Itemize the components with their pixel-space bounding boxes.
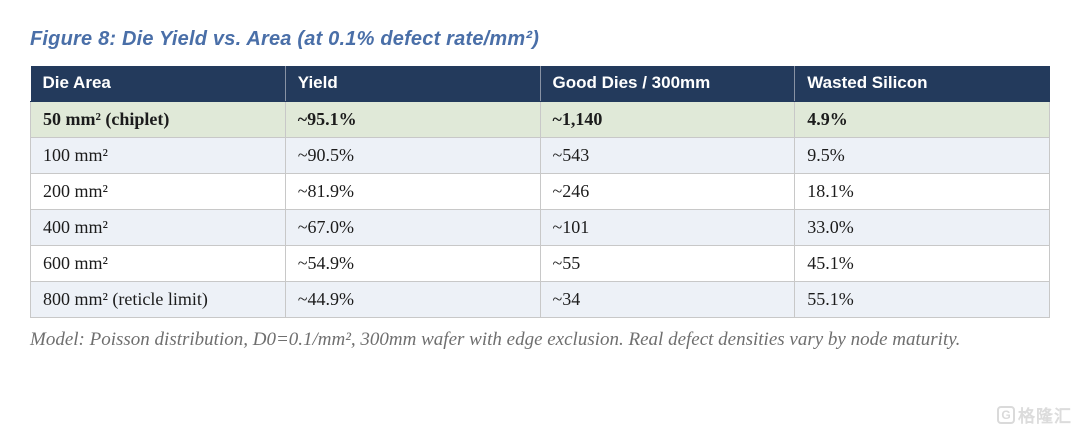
figure-title: Figure 8: Die Yield vs. Area (at 0.1% de…	[30, 28, 540, 50]
table-cell-yield: ~90.5%	[284, 137, 541, 174]
table-cell-wasted: 45.1%	[794, 245, 1050, 282]
table-cell-yield: ~44.9%	[284, 281, 541, 318]
table-cell-yield: ~81.9%	[284, 173, 541, 210]
table-cell-die-area: 600 mm²	[30, 245, 286, 282]
table-cell-yield: ~95.1%	[284, 101, 541, 138]
column-header-wasted-silicon: Wasted Silicon	[794, 66, 1050, 102]
table-cell-wasted: 9.5%	[794, 137, 1050, 174]
model-note: Model: Poisson distribution, D0=0.1/mm²,…	[30, 329, 961, 350]
table-cell-wasted: 4.9%	[794, 101, 1050, 138]
table-cell-wasted: 55.1%	[794, 281, 1050, 318]
table-row: 50 mm² (chiplet) ~95.1% ~1,140 4.9%	[30, 101, 1050, 138]
table-cell-die-area: 100 mm²	[30, 137, 286, 174]
column-header-good-dies: Good Dies / 300mm	[540, 66, 796, 102]
table-cell-die-area: 200 mm²	[30, 173, 286, 210]
table-body: 50 mm² (chiplet) ~95.1% ~1,140 4.9% 100 …	[30, 101, 1050, 318]
table-cell-die-area: 50 mm² (chiplet)	[30, 101, 286, 138]
table-row: 100 mm² ~90.5% ~543 9.5%	[30, 137, 1050, 174]
table-row: 400 mm² ~67.0% ~101 33.0%	[30, 209, 1050, 246]
table-cell-good-dies: ~1,140	[539, 101, 796, 138]
table-cell-good-dies: ~543	[539, 137, 796, 174]
column-header-yield: Yield	[285, 66, 541, 102]
watermark: G 格隆汇	[997, 402, 1072, 427]
table-row: 600 mm² ~54.9% ~55 45.1%	[30, 245, 1050, 282]
table-cell-wasted: 33.0%	[794, 209, 1050, 246]
table-header: Die Area Yield Good Dies / 300mm Wasted …	[30, 66, 1050, 102]
table-cell-yield: ~67.0%	[284, 209, 541, 246]
gelonghui-logo-icon: G	[997, 405, 1015, 424]
table-cell-die-area: 400 mm²	[30, 209, 286, 246]
table-cell-good-dies: ~101	[539, 209, 796, 246]
table-cell-good-dies: ~55	[539, 245, 796, 282]
die-yield-table: Die Area Yield Good Dies / 300mm Wasted …	[30, 66, 1050, 318]
table-cell-die-area: 800 mm² (reticle limit)	[30, 281, 286, 318]
table-cell-yield: ~54.9%	[284, 245, 541, 282]
watermark-text: 格隆汇	[1018, 407, 1072, 426]
table-cell-good-dies: ~246	[539, 173, 796, 210]
table-cell-good-dies: ~34	[539, 281, 796, 318]
table-row: 200 mm² ~81.9% ~246 18.1%	[30, 173, 1050, 210]
header-row: Die Area Yield Good Dies / 300mm Wasted …	[30, 66, 1050, 102]
column-header-die-area: Die Area	[30, 66, 286, 102]
table-cell-wasted: 18.1%	[794, 173, 1050, 210]
table-row: 800 mm² (reticle limit) ~44.9% ~34 55.1%	[30, 281, 1050, 318]
